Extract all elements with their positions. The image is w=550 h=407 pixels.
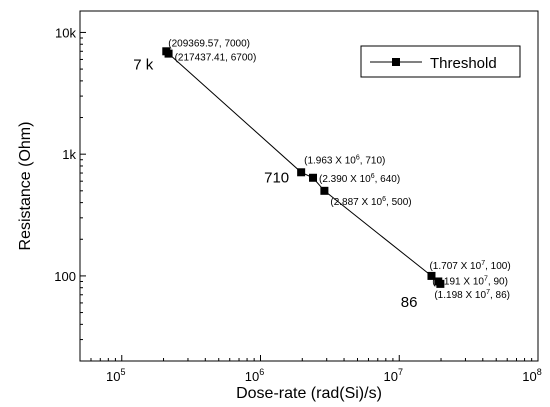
group-labels: 7 k 710 86 bbox=[133, 57, 417, 311]
data-point bbox=[436, 279, 445, 288]
point-annotations: (209369.57, 7000) (217437.41, 6700) (1.963… bbox=[168, 38, 510, 301]
plot-frame bbox=[79, 10, 539, 362]
point-annotation: (2.390 X 106, 640) bbox=[319, 173, 400, 185]
point-annotation: (217437.41, 6700) bbox=[175, 53, 257, 64]
group-label: 710 bbox=[264, 169, 289, 186]
x-tick-label: 107 bbox=[384, 367, 403, 384]
x-tick-label: 105 bbox=[106, 367, 125, 384]
x-tick-label: 106 bbox=[245, 367, 264, 384]
point-annotation: (1.198 X 107, 86) bbox=[434, 289, 510, 301]
x-axis-title: Dose-rate (rad(Si)/s) bbox=[236, 385, 382, 402]
point-annotation: (209369.57, 7000) bbox=[168, 38, 250, 49]
point-annotation: (1.963 X 106, 710) bbox=[304, 154, 385, 166]
y-axis-title: Resistance (Ohm) bbox=[17, 122, 34, 251]
point-annotation: (1.707 X 107, 100) bbox=[429, 260, 510, 272]
group-label: 86 bbox=[401, 294, 418, 311]
y-tick-label: 1k bbox=[62, 147, 76, 162]
group-label: 7 k bbox=[133, 57, 154, 74]
data-point bbox=[320, 186, 329, 195]
axis-tick-labels: 105 106 107 108 100 1k 10k bbox=[54, 25, 541, 384]
series-line-threshold bbox=[165, 50, 441, 285]
legend-label: Threshold bbox=[430, 55, 497, 72]
axis-ticks bbox=[80, 31, 539, 361]
point-annotation: (2.887 X 106, 500) bbox=[330, 196, 411, 208]
y-tick-label: 100 bbox=[54, 269, 76, 284]
legend: Threshold bbox=[360, 45, 521, 78]
data-point bbox=[309, 173, 318, 182]
data-point bbox=[164, 49, 173, 58]
point-annotation: (1.191 X 107, 90) bbox=[432, 275, 508, 287]
y-tick-label: 10k bbox=[55, 25, 76, 40]
legend-marker bbox=[392, 58, 400, 66]
data-point bbox=[427, 271, 436, 280]
x-tick-label: 108 bbox=[522, 367, 541, 384]
series-markers bbox=[162, 47, 445, 288]
data-point bbox=[297, 168, 306, 177]
